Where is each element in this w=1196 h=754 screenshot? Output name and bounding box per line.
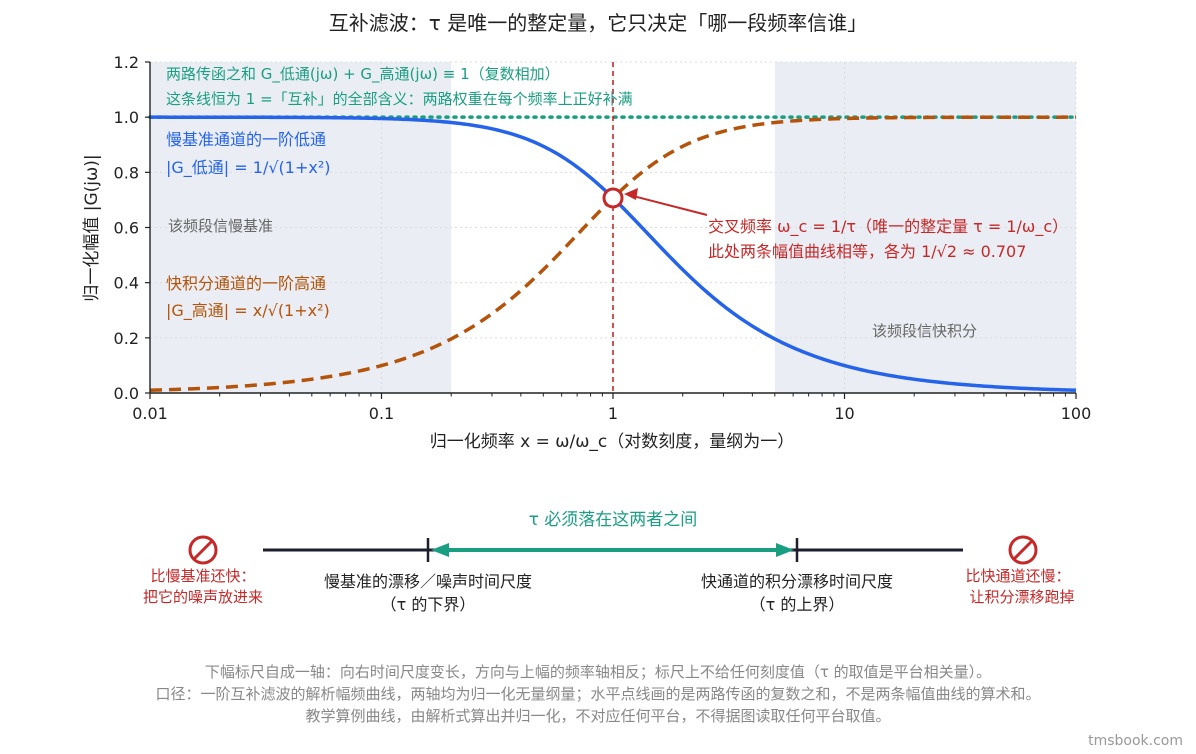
highpass-label-line-2: |G_高通| = x/√(1+x²) bbox=[166, 301, 330, 321]
axes: 0.0 0.2 0.4 0.6 0.8 1.0 1.2 0.01 0.1 1 10 100 bbox=[114, 53, 1092, 423]
low-band-label: 该频段信慢基准 bbox=[168, 217, 273, 235]
lower-bound-label-line-1: 慢基准的漂移／噪声时间尺度 bbox=[324, 572, 532, 591]
x-tick-label-1: 0.1 bbox=[369, 404, 394, 423]
sum-label-line-1: 两路传函之和 G_低通(jω) + G_高通(jω) ≡ 1（复数相加） bbox=[166, 65, 560, 84]
right-warning-line-2: 让积分漂移跑掉 bbox=[969, 588, 1074, 606]
left-warning-line-2: 把它的噪声放进来 bbox=[143, 588, 263, 606]
y-tick-label-5: 1.0 bbox=[114, 108, 139, 127]
footnotes: 下幅标尺自成一轴：向右时间尺度变长，方向与上幅的频率轴相反；标尺上不给任何刻度值… bbox=[155, 663, 1040, 725]
left-prohibited-icon bbox=[188, 535, 218, 565]
footnote-3: 教学算例曲线，由解析式算出并归一化，不对应任何平台，不得据图读取任何平台取值。 bbox=[305, 707, 890, 725]
annotation-arrowhead bbox=[624, 187, 638, 200]
y-tick-label-2: 0.4 bbox=[114, 274, 139, 293]
x-axis-label: 归一化频率 x = ω/ω_c（对数刻度，量纲为一） bbox=[430, 432, 795, 452]
right-warning-line-1: 比快通道还慢： bbox=[965, 567, 1070, 585]
curve-labels: 两路传函之和 G_低通(jω) + G_高通(jω) ≡ 1（复数相加） 这条线… bbox=[166, 65, 1068, 340]
upper-bound-label-line-2: （τ 的上界） bbox=[750, 595, 845, 614]
lowpass-label-line-1: 慢基准通道的一阶低通 bbox=[166, 130, 326, 149]
right-prohibited-icon bbox=[1008, 535, 1038, 565]
y-axis-label: 归一化幅值 |G(jω)| bbox=[82, 154, 102, 301]
footnote-2: 口径：一阶互补滤波的解析幅频曲线，两轴均为归一化无量纲量；水平点线画的是两路传函… bbox=[155, 685, 1040, 703]
plot-area: 0.0 0.2 0.4 0.6 0.8 1.0 1.2 0.01 0.1 1 10 100 两路传函之… bbox=[82, 53, 1091, 452]
high-band-label: 该频段信快积分 bbox=[872, 322, 977, 340]
arrowhead-right bbox=[776, 543, 794, 557]
watermark: tmsbook.com bbox=[1088, 733, 1183, 749]
x-tick-label-2: 1 bbox=[608, 404, 618, 423]
annotation-arrow-shaft bbox=[628, 194, 708, 216]
left-warning-line-1: 比慢基准还快： bbox=[150, 567, 255, 585]
y-tick-label-3: 0.6 bbox=[114, 219, 139, 238]
tau-range-label: τ 必须落在这两者之间 bbox=[529, 510, 698, 530]
x-tick-label-3: 10 bbox=[834, 404, 854, 423]
highpass-label-line-1: 快积分通道的一阶高通 bbox=[166, 274, 326, 293]
upper-bound-label-line-1: 快通道的积分漂移时间尺度 bbox=[701, 572, 893, 591]
crossover-annotation-line-2: 此处两条幅值曲线相等，各为 1/√2 ≈ 0.707 bbox=[708, 242, 1026, 261]
arrowhead-left bbox=[431, 543, 449, 557]
curves bbox=[148, 62, 1078, 393]
y-tick-label-6: 1.2 bbox=[114, 53, 139, 72]
x-tick-label-0: 0.01 bbox=[132, 404, 168, 423]
crossover-annotation-line-1: 交叉频率 ω_c = 1/τ（唯一的整定量 τ = 1/ω_c） bbox=[708, 217, 1068, 237]
footnote-1: 下幅标尺自成一轴：向右时间尺度变长，方向与上幅的频率轴相反；标尺上不给任何刻度值… bbox=[205, 663, 991, 681]
chart-title: 互补滤波：τ 是唯一的整定量，它只决定「哪一段频率信谁」 bbox=[329, 11, 867, 35]
lower-bound-label-line-2: （τ 的下界） bbox=[381, 595, 476, 614]
crossover-point bbox=[602, 187, 624, 209]
sum-label-line-2: 这条线恒为 1 =「互补」的全部含义：两路权重在每个频率上正好补满 bbox=[166, 90, 633, 108]
y-tick-label-0: 0.0 bbox=[114, 384, 139, 403]
y-tick-label-4: 0.8 bbox=[114, 163, 139, 182]
lowpass-label-line-2: |G_低通| = 1/√(1+x²) bbox=[166, 158, 330, 178]
y-tick-label-1: 0.2 bbox=[114, 329, 139, 348]
tau-scale-bar: τ 必须落在这两者之间 慢基准的漂移／噪声时间尺度 （τ 的下界） 快通道的积分… bbox=[143, 510, 1075, 614]
x-tick-label-4: 100 bbox=[1061, 404, 1092, 423]
